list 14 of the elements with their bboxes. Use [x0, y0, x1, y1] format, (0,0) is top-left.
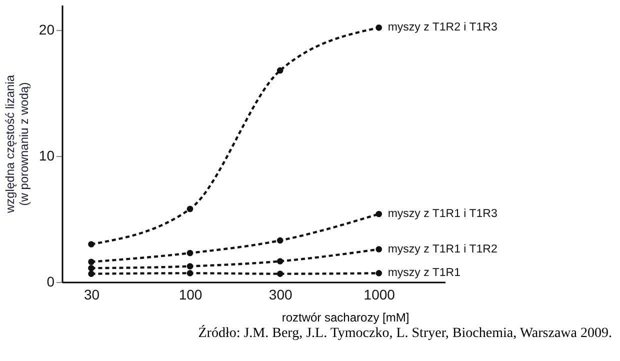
x-tick-label: 30: [84, 286, 100, 302]
y-axis-title: względna częstość lizania (w porownaniu z wodą): [2, 74, 31, 214]
x-tick-label: 1000: [364, 286, 396, 302]
series-label: myszy z T1R2 i T1R3: [388, 22, 498, 34]
y-tick-label: 20: [38, 22, 55, 38]
text: Źródło: J.M. Berg, J.L. Tymoczko, L. Stryer, Biochemia, Warszawa 2009.: [198, 324, 612, 341]
series-label: myszy z T1R1 i T1R3: [388, 208, 498, 220]
y-tick-label: 10: [38, 148, 55, 164]
x-tick-label: 300: [268, 286, 292, 302]
x-axis-title: roztwór sacharozy [mM]: [282, 310, 410, 324]
series-label: myszy z T1R1 i T1R2: [388, 243, 498, 256]
x-tick-label: 100: [178, 286, 202, 302]
y-tick-label: 0: [46, 274, 55, 290]
series-label: myszy z T1R1: [388, 267, 460, 280]
